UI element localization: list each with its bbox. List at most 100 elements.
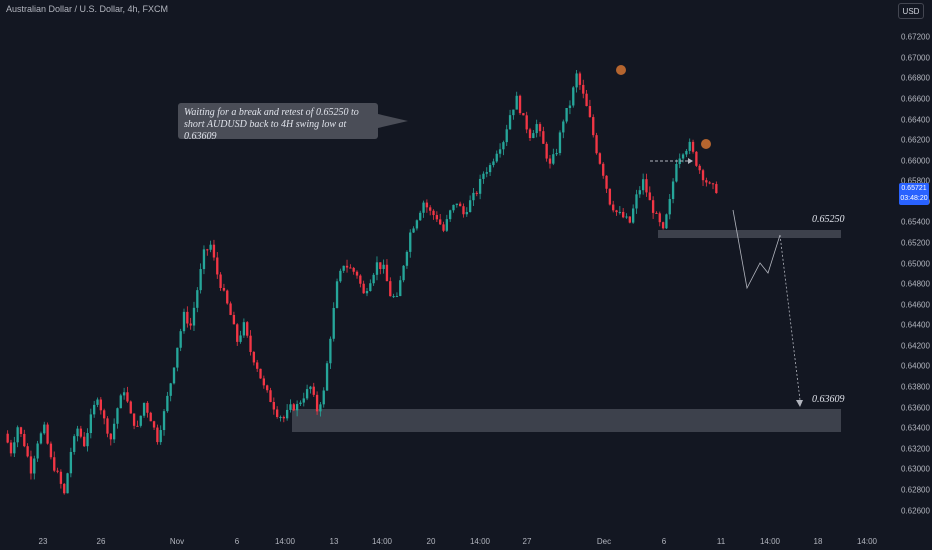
- candle-body: [545, 143, 548, 159]
- candle-body: [249, 335, 252, 352]
- candle-body: [532, 133, 535, 139]
- y-tick: 0.67200: [901, 32, 930, 42]
- candle-body: [152, 421, 156, 428]
- candle-body: [668, 199, 671, 215]
- candle-body: [99, 399, 102, 411]
- support-zone[interactable]: [292, 409, 841, 432]
- trade-idea-callout[interactable]: Waiting for a break and retest of 0.6525…: [178, 103, 378, 142]
- candle-body: [315, 394, 319, 412]
- candle-body: [19, 427, 23, 434]
- candle-body: [389, 281, 392, 297]
- candle-body: [172, 367, 176, 384]
- candle-body: [548, 158, 552, 164]
- candle-body: [705, 180, 708, 183]
- candle-body: [528, 129, 532, 139]
- candle-body: [9, 442, 13, 454]
- candle-body: [492, 161, 495, 166]
- candle-body: [53, 457, 56, 471]
- x-tick: 27: [522, 537, 532, 546]
- candle-body: [452, 204, 455, 211]
- candle-body: [252, 351, 256, 363]
- y-tick: 0.66400: [901, 115, 930, 125]
- projection-target-line[interactable]: [779, 234, 801, 401]
- candle-body: [96, 399, 99, 405]
- candle-body: [478, 178, 482, 194]
- candle-body: [588, 106, 592, 118]
- candle-body: [29, 456, 33, 474]
- candle-body: [615, 210, 618, 213]
- y-tick: 0.62600: [901, 506, 930, 516]
- candle-body: [63, 483, 66, 494]
- y-tick: 0.65000: [901, 259, 930, 269]
- candle-body: [279, 416, 282, 418]
- candle-body: [46, 424, 49, 444]
- candle-body: [442, 224, 445, 231]
- y-tick: 0.65200: [901, 238, 930, 248]
- candle-body: [33, 458, 36, 474]
- candle-body: [495, 153, 498, 162]
- candle-body: [329, 338, 332, 364]
- candle-body: [319, 404, 322, 412]
- candle-body: [552, 154, 555, 164]
- candle-body: [671, 181, 675, 200]
- x-tick: 14:00: [469, 537, 491, 546]
- candle-body: [262, 378, 266, 386]
- candle-body: [295, 404, 299, 411]
- swing-high-marker-2: [701, 139, 711, 149]
- candle-body: [272, 401, 275, 410]
- y-tick: 0.64800: [901, 279, 930, 289]
- candle-body: [199, 269, 202, 291]
- candle-body: [455, 203, 458, 205]
- candle-body: [651, 200, 655, 213]
- candle-body: [159, 430, 162, 443]
- candle-body: [13, 442, 16, 454]
- candle-body: [142, 402, 146, 416]
- candle-body: [236, 324, 239, 342]
- candle-body: [665, 214, 668, 229]
- candle-body: [635, 194, 638, 209]
- candle-body: [711, 183, 715, 185]
- candle-body: [302, 398, 305, 403]
- breakout-arrowhead: [688, 158, 693, 164]
- candle-body: [73, 436, 76, 452]
- candle-body: [498, 149, 502, 154]
- projection-path[interactable]: [732, 209, 781, 290]
- candle-body: [102, 410, 106, 419]
- y-tick: 0.65400: [901, 217, 930, 227]
- candle-body: [239, 335, 242, 342]
- candle-body: [222, 287, 226, 291]
- candle-body: [23, 433, 26, 447]
- x-tick: 20: [426, 537, 436, 546]
- projection-arrowhead: [796, 400, 803, 407]
- candle-body: [658, 213, 661, 223]
- candle-body: [538, 124, 542, 132]
- candle-body: [508, 115, 512, 130]
- candle-body: [505, 129, 508, 143]
- x-tick: 14:00: [274, 537, 296, 546]
- last-price-value: 0.65721: [901, 185, 927, 192]
- candle-body: [678, 158, 681, 164]
- candle-body: [462, 206, 465, 215]
- candle-body: [202, 249, 206, 270]
- candle-body: [445, 219, 449, 231]
- candle-body: [365, 291, 369, 294]
- candle-body: [282, 416, 285, 419]
- currency-button[interactable]: USD: [898, 3, 924, 19]
- candle-body: [405, 251, 409, 266]
- candle-body: [512, 109, 515, 116]
- candle-body: [402, 265, 405, 281]
- candle-body: [126, 392, 129, 402]
- candle-body: [638, 190, 641, 195]
- x-tick: Dec: [596, 537, 612, 546]
- candle-body: [522, 113, 525, 116]
- y-tick: 0.63000: [901, 464, 930, 474]
- candle-body: [136, 425, 139, 427]
- candle-body: [232, 314, 236, 325]
- candle-body: [641, 179, 645, 191]
- candle-body: [362, 283, 365, 294]
- candle-body: [242, 322, 246, 336]
- resistance-zone[interactable]: [658, 230, 841, 238]
- candle-body: [435, 215, 439, 220]
- y-tick: 0.62800: [901, 485, 930, 495]
